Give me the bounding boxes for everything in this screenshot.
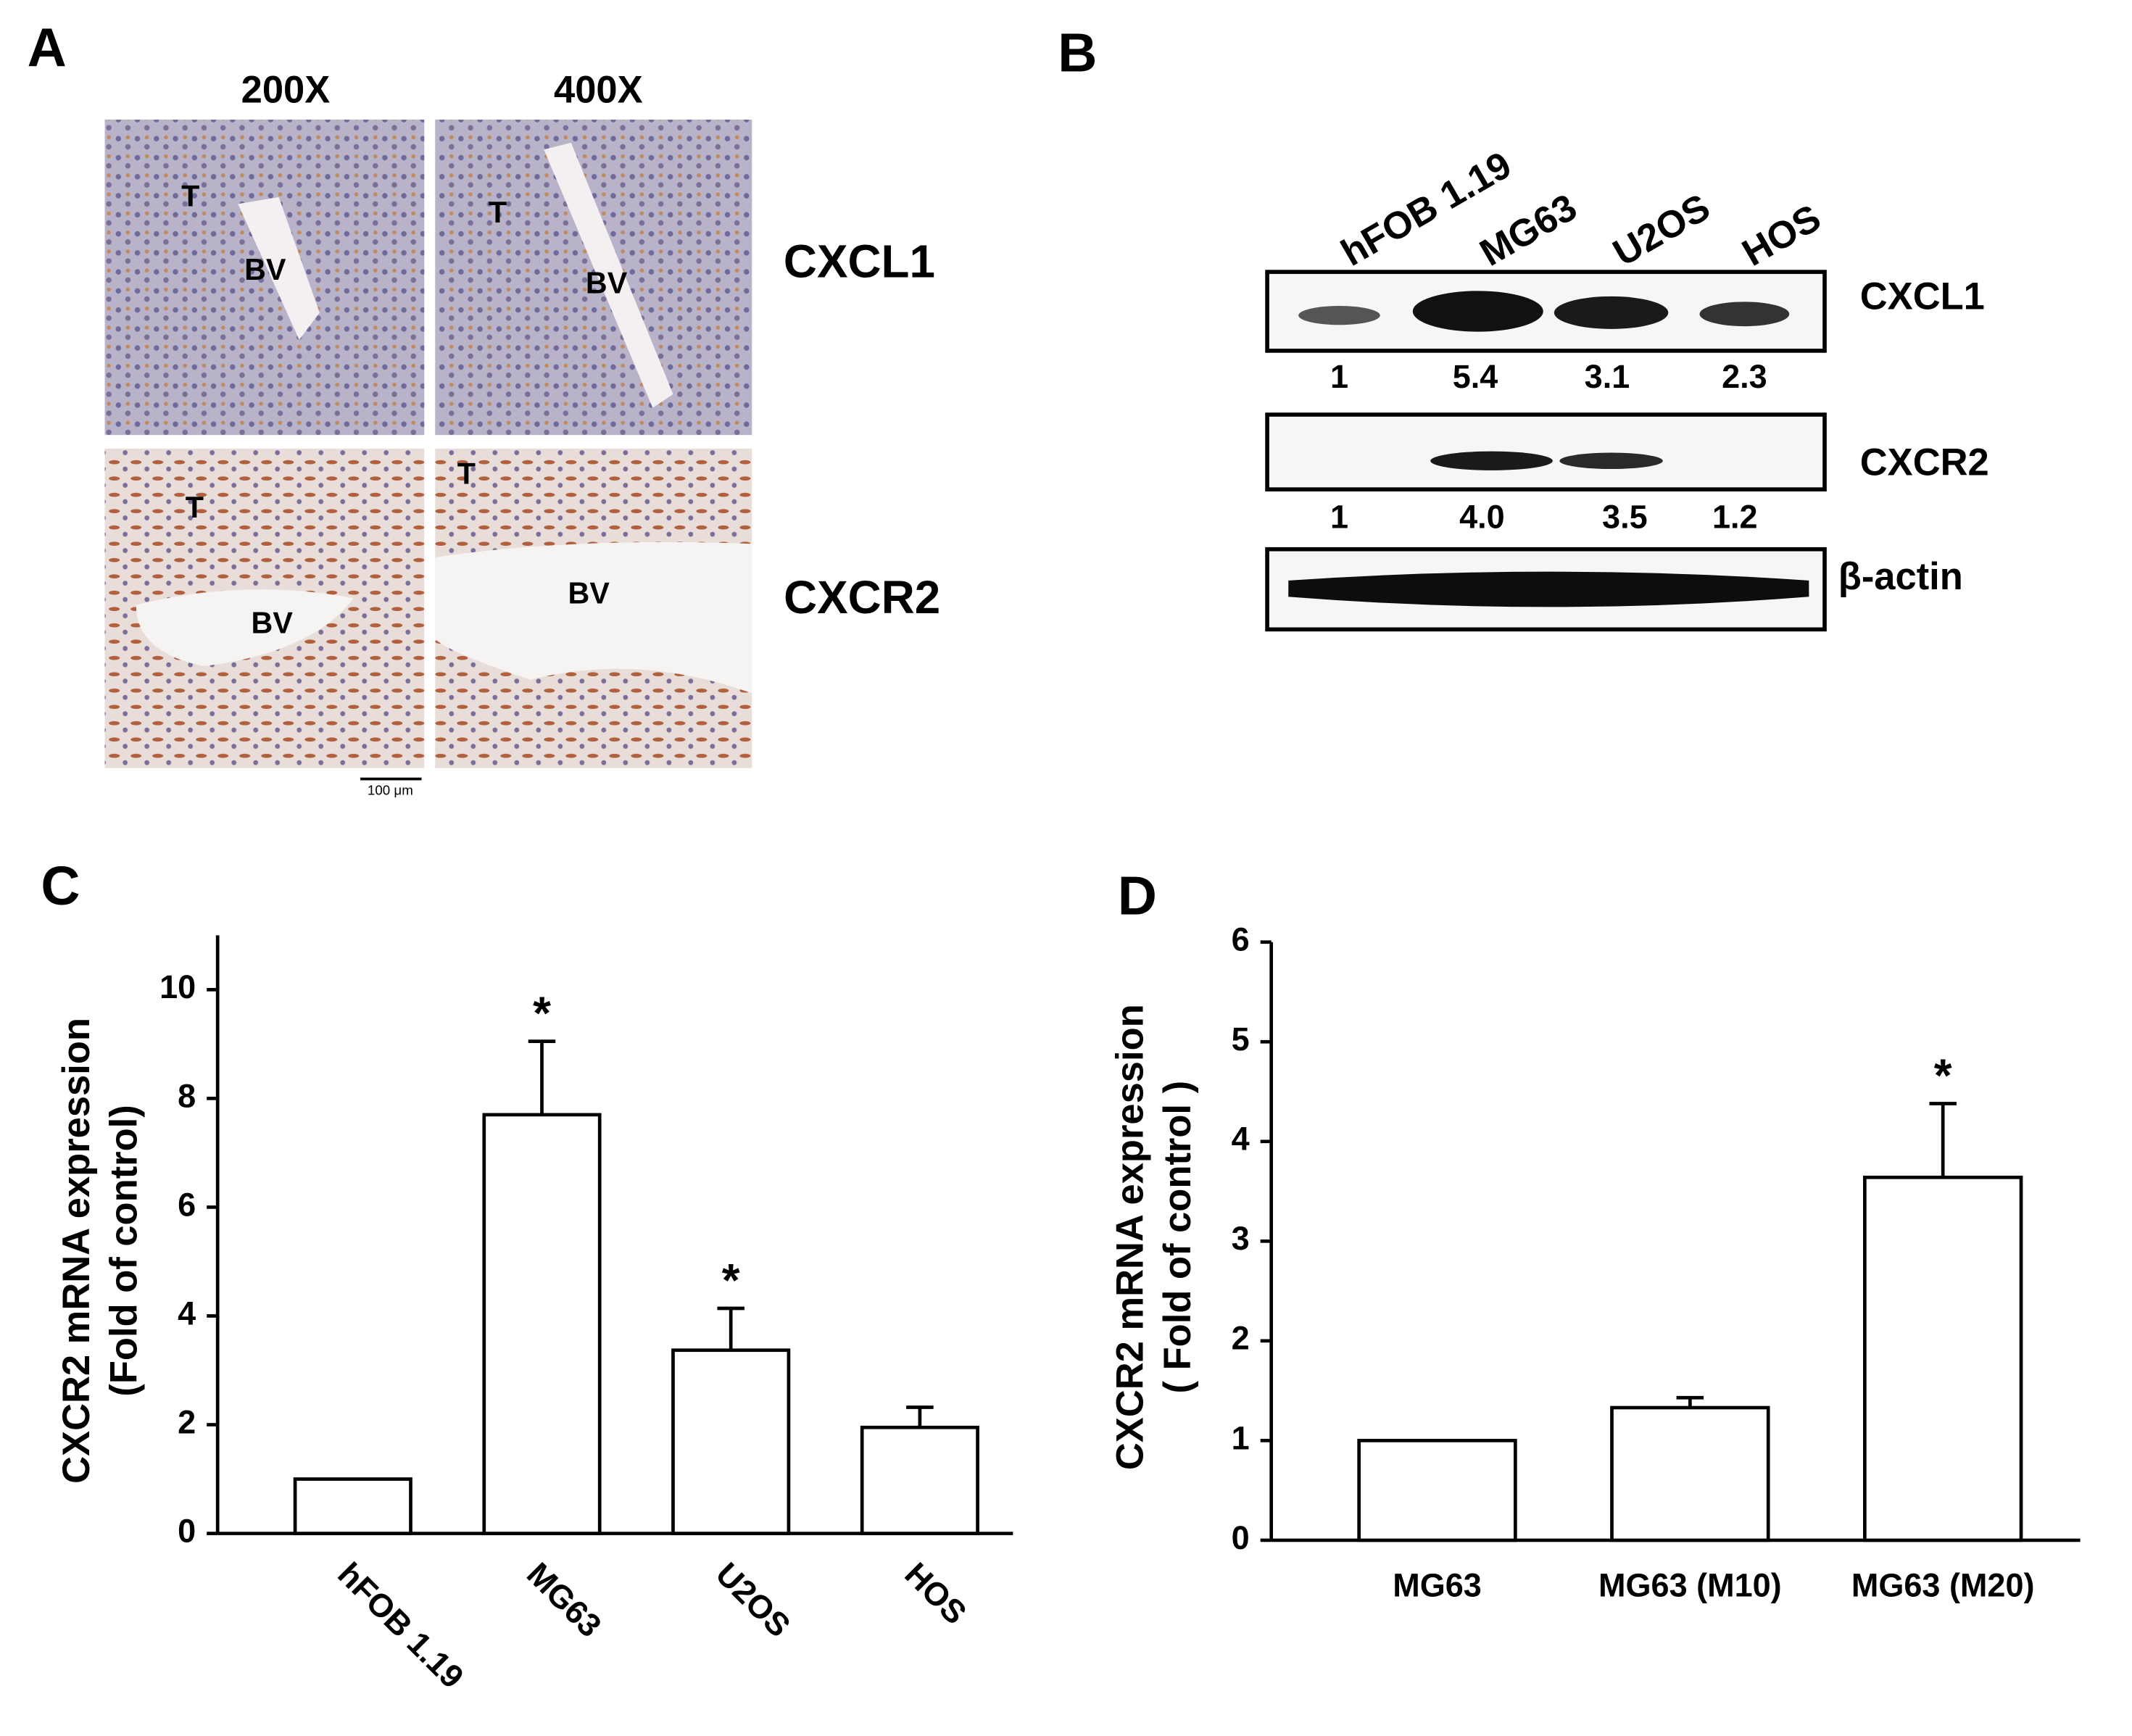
y-tick-label: 1 [1232,1419,1250,1456]
panel-label: B [1058,22,1097,83]
vessel [136,589,354,666]
x-tick-label: MG63 (M20) [1851,1566,2035,1603]
band [1430,451,1553,470]
bar [1610,1405,1770,1542]
annotation: T [186,491,204,524]
y-tick-label: 0 [178,1512,196,1549]
y-tick-label: 8 [178,1077,196,1114]
x-tick-label: U2OS [709,1556,798,1645]
blot-label: CXCL1 [1860,275,1985,317]
error-bar [528,1039,556,1115]
band [1288,571,1809,607]
x-tick-label: HOS [897,1556,974,1632]
quantification: 3.5 [1602,498,1648,535]
vessel [435,541,752,694]
band [1699,302,1790,327]
row-label: CXCR2 [784,571,940,623]
annotation: BV [244,253,286,286]
error-bar [1676,1395,1704,1408]
y-tick-label: 0 [1232,1519,1250,1556]
scale-bar-label: 100 μm [368,782,413,797]
x-tick-label: MG63 [1393,1566,1482,1603]
panel-label: D [1118,865,1157,926]
micrograph [104,120,425,436]
y-axis-label: ( Fold of control ) [1156,1081,1199,1394]
y-tick-label: 4 [1232,1121,1250,1158]
annotation: T [457,457,476,490]
bar [482,1113,602,1535]
y-tick-label: 6 [178,1186,196,1223]
annotation: T [489,196,507,229]
band [1554,296,1669,329]
significance: * [533,987,551,1039]
y-axis-label: (Fold of control) [102,1105,145,1396]
y-tick-label: 4 [178,1295,196,1332]
lane-label: HOS [1735,196,1828,275]
blot [1265,412,1827,491]
x-tick-label: MG63 [520,1556,609,1645]
annotation: BV [586,267,628,300]
column-label: 400X [554,68,643,111]
column-label: 200X [241,68,331,111]
band [1559,452,1663,470]
y-tick-label: 5 [1232,1021,1250,1058]
bar [1357,1439,1517,1542]
error-bar [717,1306,744,1350]
y-axis-label: CXCR2 mRNA expression [55,1018,98,1484]
x-tick-label: hFOB 1.19 [331,1556,470,1695]
bar [293,1477,412,1535]
quantification: 1.2 [1712,498,1758,535]
x-tick-label: MG63 (M10) [1598,1566,1782,1603]
significance: * [722,1254,740,1306]
y-tick-label: 3 [1232,1220,1250,1257]
quantification: 2.3 [1722,358,1767,395]
blot-label: β-actin [1838,555,1963,598]
y-tick-label: 6 [1232,921,1250,958]
y-tick-label: 2 [178,1403,196,1440]
annotation: T [181,180,199,213]
micrograph [435,120,752,436]
panel-label: A [28,17,67,78]
quantification: 1 [1330,498,1348,535]
y-tick-label: 10 [159,968,196,1005]
quantification: 1 [1330,358,1348,395]
quantification: 3.1 [1585,358,1630,395]
band [1298,305,1380,325]
error-bar [906,1405,934,1428]
bar [1863,1175,2023,1542]
panel-label: C [41,855,80,916]
y-axis-label: CXCR2 mRNA expression [1108,1004,1151,1470]
y-tick-label: 2 [1232,1320,1250,1357]
vessel [544,142,673,408]
row-label: CXCL1 [784,236,935,288]
bar [671,1348,791,1535]
blot-label: CXCR2 [1860,441,1989,483]
quantification: 4.0 [1459,498,1505,535]
annotation: BV [568,576,610,610]
bar [860,1425,979,1535]
quantification: 5.4 [1453,358,1498,395]
annotation: BV [252,607,294,640]
band [1412,291,1543,332]
lane-label: MG63 [1473,186,1584,275]
error-bar [1929,1102,1957,1178]
lane-label: U2OS [1606,186,1717,275]
vessel [238,196,320,340]
significance: * [1934,1050,1952,1102]
